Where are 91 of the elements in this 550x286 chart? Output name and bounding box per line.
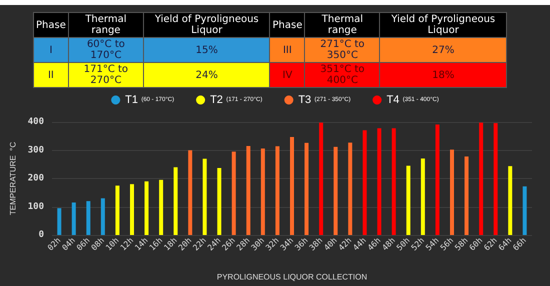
bar — [406, 166, 410, 235]
x-tick-label: 44h — [351, 236, 368, 252]
bar — [319, 122, 324, 235]
text: 18% — [432, 70, 454, 80]
bar — [188, 150, 192, 235]
category-label: Thermal range — [68, 12, 144, 38]
x-tick-label: 32h — [264, 236, 281, 252]
bar — [464, 156, 469, 235]
x-tick-label: 54h — [424, 236, 441, 252]
bar — [217, 168, 222, 235]
x-tick-label: 30h — [250, 236, 266, 252]
category-label: Phase — [34, 12, 68, 38]
bar — [202, 158, 207, 235]
bar — [450, 150, 454, 235]
x-tick-label: 56h — [438, 236, 456, 252]
x-tick-label: 46h — [366, 236, 383, 252]
x-tick-label: 38h — [308, 236, 324, 252]
text: III — [282, 44, 292, 56]
bar — [348, 142, 352, 235]
text: IV — [282, 70, 292, 80]
y-tick-label: 300 — [28, 145, 44, 156]
y-tick-label: 400 — [28, 117, 44, 127]
text: 24% — [196, 70, 218, 80]
bar — [508, 166, 512, 235]
bar — [72, 202, 76, 235]
bar — [159, 180, 164, 235]
text: 171°C to 270°C — [84, 64, 128, 86]
x-tick-label: 62h — [482, 236, 499, 252]
bar — [392, 128, 396, 235]
bar — [479, 122, 484, 235]
x-tick-label: 02h — [46, 236, 63, 252]
bar — [144, 181, 149, 235]
x-tick-label: 06h — [74, 236, 92, 252]
bar — [522, 186, 527, 235]
x-tick-label: 42h — [336, 236, 354, 252]
category-label: Thermal range — [304, 12, 380, 38]
bar — [275, 146, 280, 235]
bar — [57, 208, 62, 235]
bar — [130, 184, 134, 235]
x-tick-label: 66h — [511, 236, 528, 252]
x-tick-label: 18h — [162, 236, 179, 252]
x-tick-label: 24h — [206, 236, 223, 252]
text: 60°C to 170°C — [86, 39, 125, 61]
text: I — [49, 44, 52, 56]
x-axis-title: PYROLIGNEOUS LIQUOR COLLECTION — [216, 272, 368, 282]
x-tick-label: 50h — [394, 236, 412, 252]
x-tick-label: 20h — [176, 236, 194, 252]
x-tick-label: 14h — [133, 236, 150, 252]
y-tick-label: 0 — [38, 230, 44, 240]
bar — [494, 123, 498, 235]
bar — [304, 142, 309, 235]
x-tick-label: 16h — [148, 236, 164, 252]
bar — [115, 186, 120, 235]
bar — [334, 146, 338, 235]
bar — [100, 198, 105, 235]
y-tick-label: 100 — [28, 202, 44, 212]
bar — [260, 148, 265, 235]
x-tick-label: 40h — [322, 236, 339, 252]
text: 271°C to 350°C — [320, 39, 365, 61]
x-tick-label: 34h — [278, 236, 296, 252]
bar — [246, 146, 250, 235]
bar — [377, 128, 382, 235]
x-tick-label: 08h — [90, 236, 106, 252]
x-tick-label: 64h — [496, 236, 514, 252]
category-label: Yield of Pyroligneous Liquor — [143, 12, 270, 38]
text: 351°C to 400°C — [320, 64, 365, 86]
bar — [290, 136, 294, 235]
text: 27% — [432, 44, 454, 56]
x-tick-label: 52h — [410, 236, 426, 252]
bar — [174, 167, 178, 235]
x-tick-label: 10h — [104, 236, 121, 252]
bar — [362, 130, 367, 235]
x-tick-label: 48h — [380, 236, 398, 252]
bar — [435, 124, 440, 235]
x-tick-label: 60h — [468, 236, 484, 252]
x-tick-label: 26h — [220, 236, 238, 252]
x-tick-label: 12h — [118, 236, 136, 252]
bar — [232, 152, 236, 235]
text: 15% — [196, 44, 218, 56]
bar — [86, 201, 90, 235]
category-label: Yield of Pyroligneous Liquor — [380, 12, 506, 38]
x-tick-label: 04h — [60, 236, 78, 252]
y-tick-label: 200 — [28, 174, 44, 184]
x-tick-label: 58h — [453, 236, 470, 252]
text: II — [48, 70, 54, 80]
x-tick-label: 22h — [191, 236, 208, 252]
category-label: Phase — [270, 12, 305, 38]
x-tick-label: 28h — [234, 236, 252, 252]
bar — [420, 158, 425, 235]
x-tick-label: 36h — [293, 236, 310, 252]
y-axis-title: TEMPERATURE °C — [8, 142, 18, 216]
